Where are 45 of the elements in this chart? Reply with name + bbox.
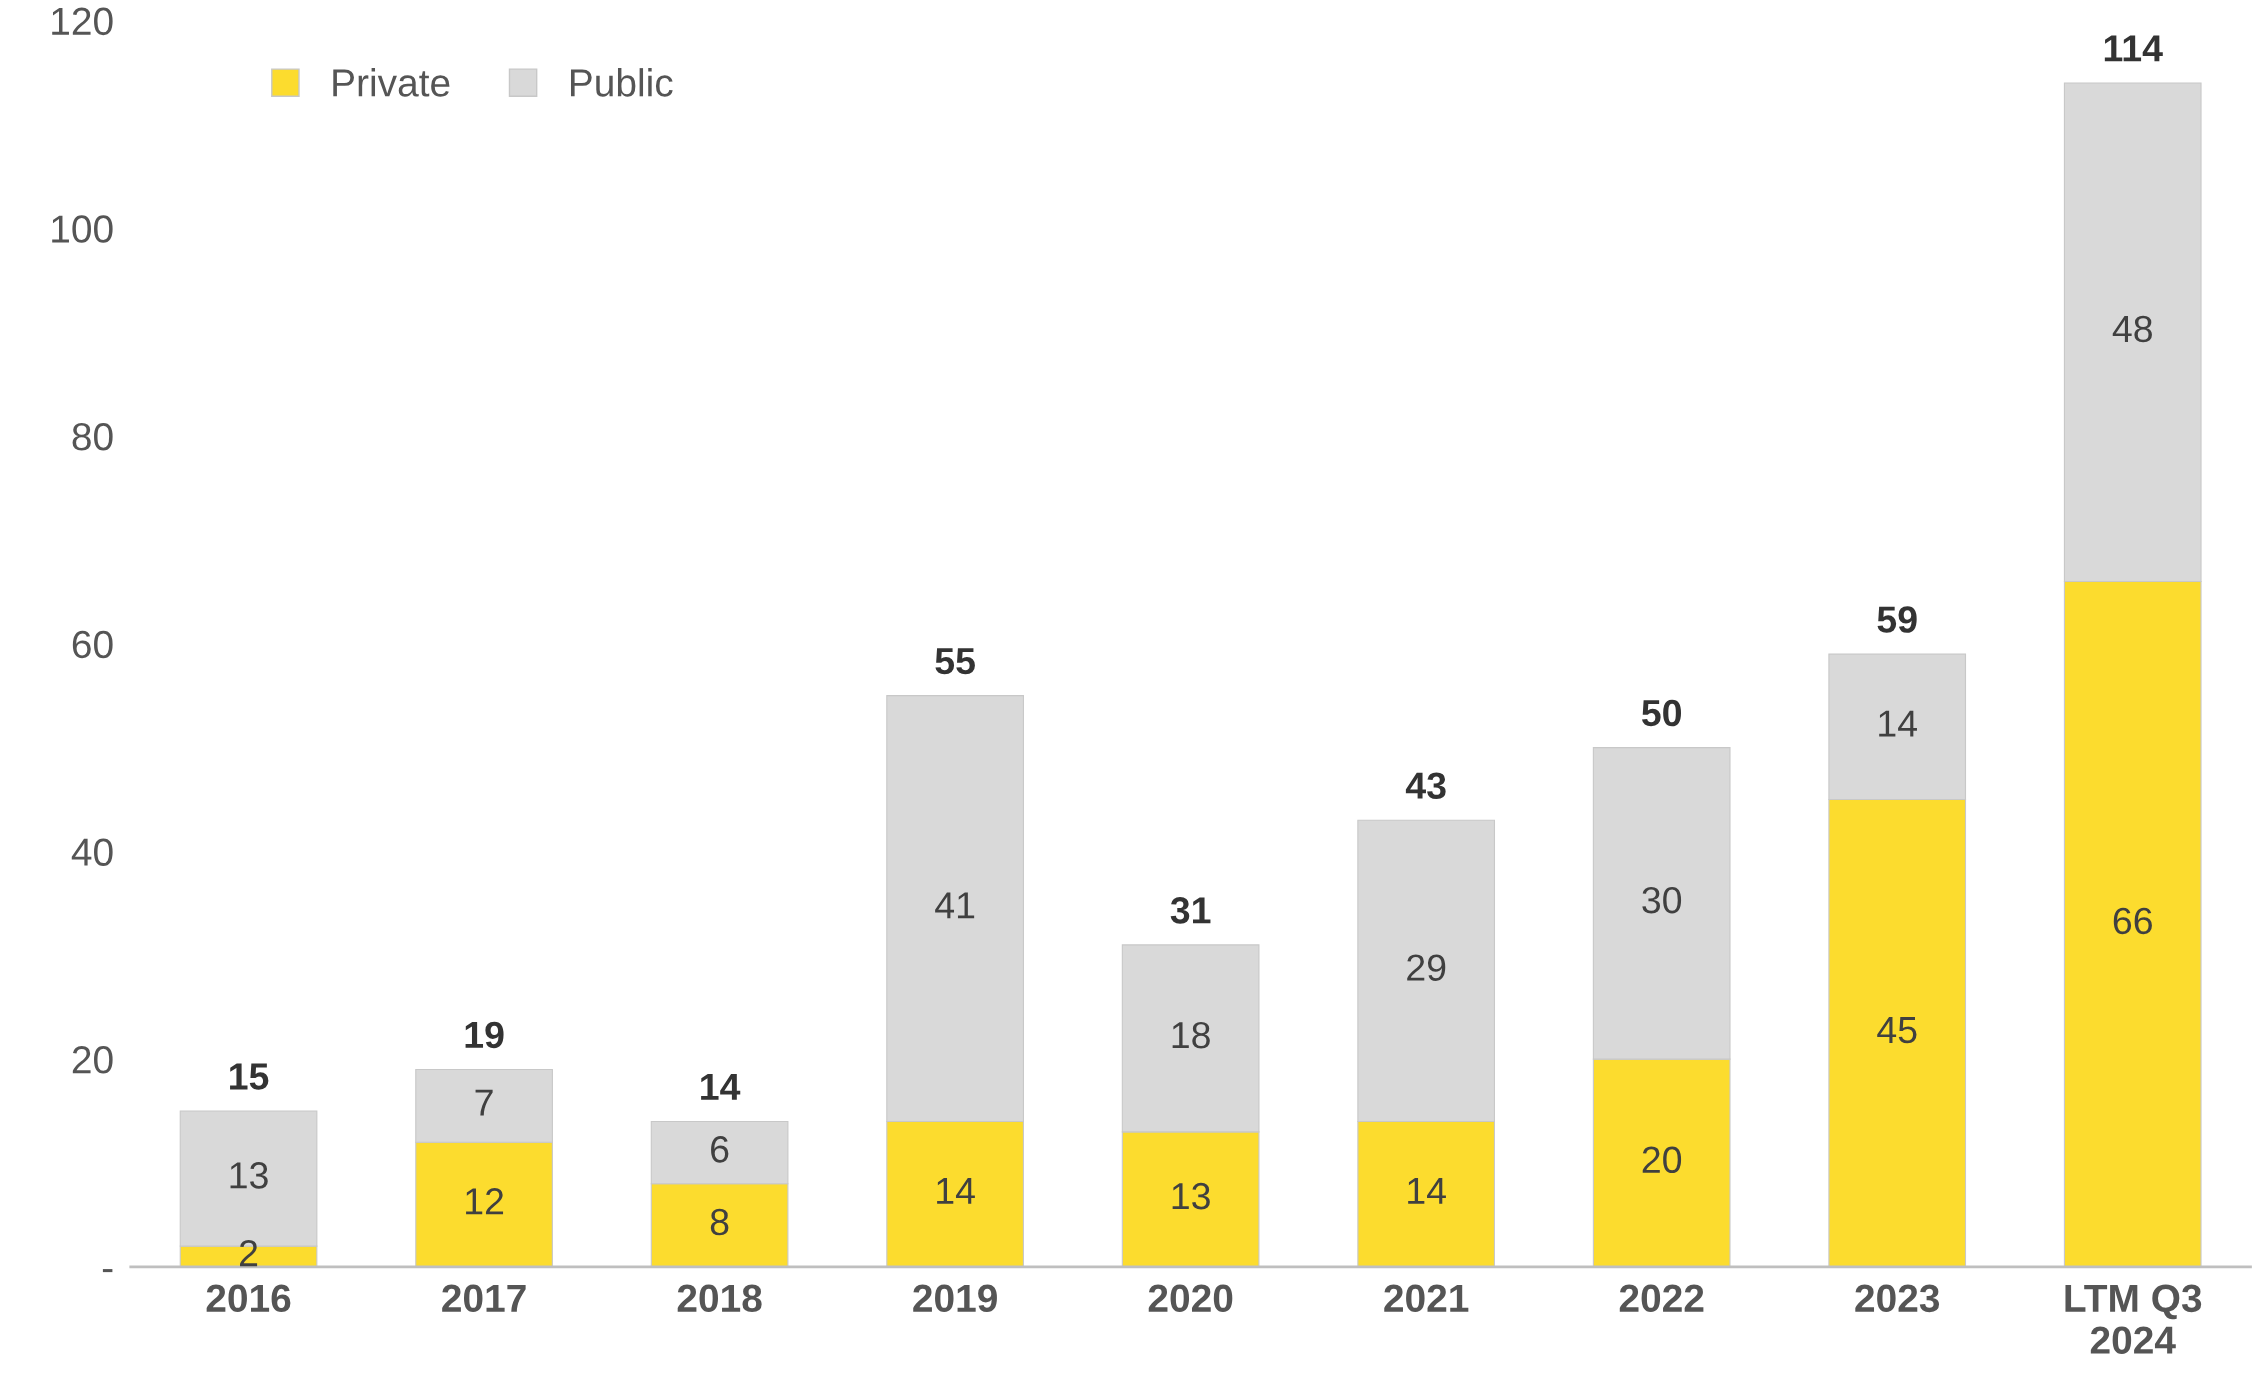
data-label: 66: [2113, 907, 2152, 935]
y-tick-label: 80: [72, 422, 113, 451]
data-label: 48: [2112, 315, 2152, 343]
data-label: 20: [1642, 1146, 1682, 1174]
data-label: 8: [710, 1208, 729, 1236]
data-label: 13: [1172, 1182, 1210, 1210]
data-label: 29: [1407, 954, 1446, 981]
y-tick-label: 40: [71, 838, 113, 866]
data-label: 7: [475, 1089, 493, 1116]
total-label: 43: [1405, 772, 1446, 800]
x-tick-label: 2022: [1619, 1284, 1704, 1313]
data-label: 30: [1642, 886, 1682, 914]
y-tick-label: 120: [52, 7, 113, 36]
data-label: 18: [1172, 1021, 1210, 1049]
y-tick-label: -: [102, 1269, 113, 1273]
legend-label: Private: [333, 68, 450, 97]
total-label: 50: [1641, 699, 1682, 727]
data-label: 14: [1408, 1178, 1446, 1204]
total-label: 14: [701, 1073, 741, 1100]
data-label: 12: [466, 1188, 504, 1215]
x-tick-label: 2017: [442, 1284, 526, 1313]
x-tick-label: 2019: [913, 1284, 997, 1313]
data-label: 2: [240, 1239, 258, 1267]
y-tick-label: 20: [72, 1046, 113, 1074]
data-label: 41: [935, 892, 975, 919]
total-label: 15: [230, 1063, 269, 1090]
total-label: 59: [1877, 606, 1917, 633]
x-tick-label: 2018: [677, 1284, 762, 1313]
total-label: 55: [935, 648, 975, 675]
legend-label: Public: [570, 68, 673, 97]
total-label: 114: [2104, 35, 2163, 62]
total-label: 19: [465, 1021, 504, 1049]
x-tick-label: 2023: [1855, 1284, 1940, 1313]
data-label: 13: [230, 1162, 268, 1189]
data-label: 6: [711, 1136, 729, 1163]
x-tick-label: LTM Q3 2024: [2065, 1284, 2202, 1354]
total-label: 31: [1170, 897, 1211, 924]
x-tick-label: 2021: [1384, 1284, 1469, 1313]
data-label: 45: [1877, 1017, 1917, 1044]
data-label: 14: [937, 1178, 975, 1204]
x-tick-label: 2016: [206, 1284, 291, 1313]
y-tick-label: 100: [52, 215, 113, 243]
data-label: 14: [1879, 710, 1917, 737]
x-tick-label: 2020: [1148, 1284, 1233, 1313]
y-tick-label: 60: [72, 630, 113, 659]
